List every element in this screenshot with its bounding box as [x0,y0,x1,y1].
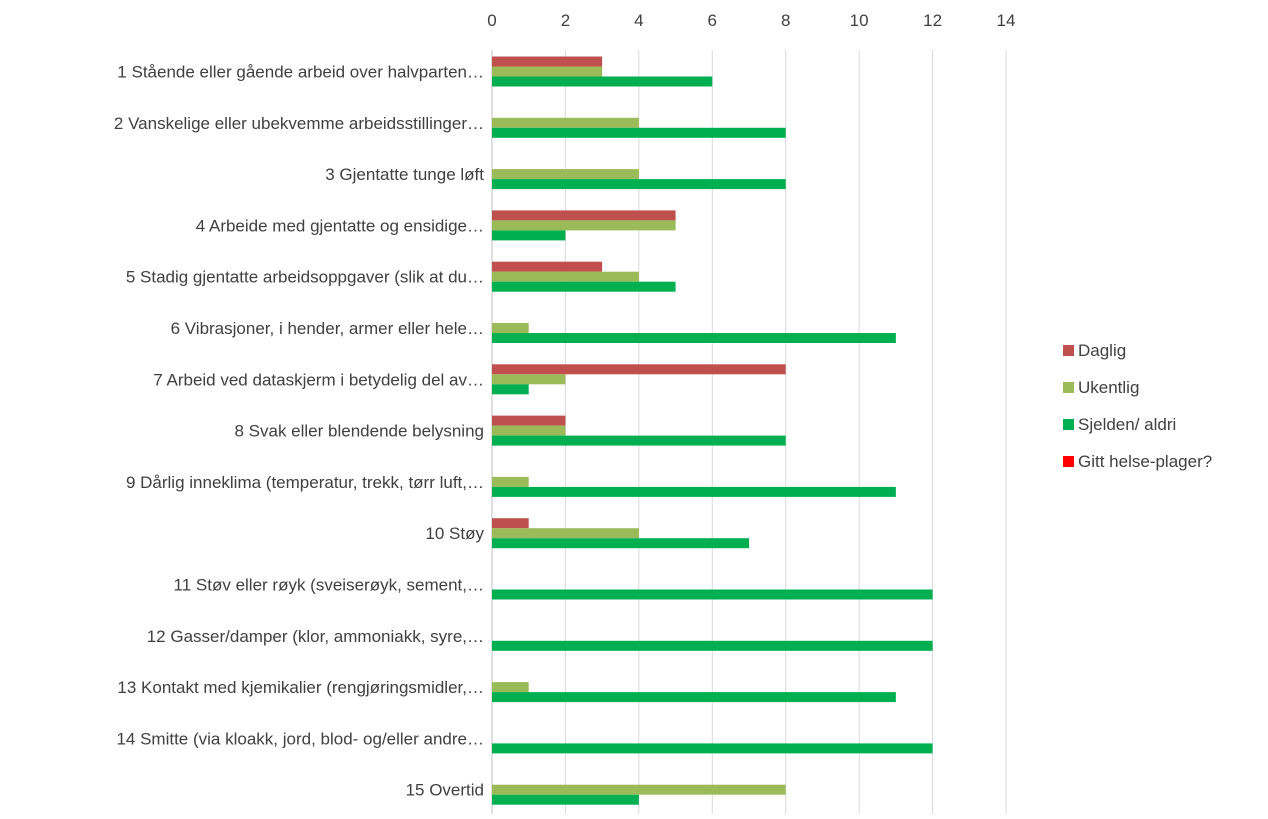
bar-1-sjelden-aldri [492,76,713,87]
category-label: 10 Støy [425,524,484,543]
bar-3-ukentlig [492,169,639,180]
bar-2-sjelden-aldri [492,127,786,138]
bar-6-ukentlig [492,323,529,333]
bar-10-sjelden-aldri [492,538,749,549]
legend-swatch-4 [1063,456,1074,467]
bar-4-sjelden-aldri [492,230,566,241]
bar-8-sjelden-aldri [492,435,786,446]
category-label: 15 Overtid [406,781,484,800]
bar-3-sjelden-aldri [492,179,786,190]
x-tick-label: 12 [923,11,942,30]
bar-13-sjelden-aldri [492,692,896,703]
x-tick-label: 0 [487,11,496,30]
bar-7-ukentlig [492,374,566,385]
bar-8-ukentlig [492,425,566,436]
x-tick-label: 14 [997,11,1016,30]
legend-entry-label: Daglig [1078,341,1126,360]
legend-swatch-1 [1063,345,1074,356]
bar-1-ukentlig [492,66,603,77]
category-label: 12 Gasser/damper (klor, ammoniakk, syre,… [147,627,484,646]
bar-2-ukentlig [492,117,639,128]
category-label: 14 Smitte (via kloakk, jord, blod- og/el… [116,729,484,748]
category-label: 5 Stadig gjentatte arbeidsoppgaver (slik… [126,268,484,287]
bar-4-daglig [492,210,676,221]
bar-10-daglig [492,518,529,529]
category-label: 8 Svak eller blendende belysning [234,422,484,441]
bar-9-ukentlig [492,476,529,487]
bar-5-ukentlig [492,271,639,282]
x-tick-label: 2 [561,11,570,30]
bar-8-daglig [492,415,566,426]
bar-13-ukentlig [492,682,529,693]
bar-15-ukentlig [492,784,786,795]
bar-11-sjelden-aldri [492,589,933,600]
category-label: 1 Stående eller gående arbeid over halvp… [117,63,484,82]
bar-6-sjelden-aldri [492,333,896,343]
bar-10-ukentlig [492,528,639,539]
category-label: 2 Vanskelige eller ubekvemme arbeidsstil… [114,114,484,133]
category-label: 7 Arbeid ved dataskjerm i betydelig del … [153,370,484,389]
legend-entry-label: Gitt helse-plager? [1078,452,1212,471]
legend-entry-label: Ukentlig [1078,378,1139,397]
category-label: 11 Støv eller røyk (sveiserøyk, sement,… [174,576,484,595]
category-label: 3 Gjentatte tunge løft [325,165,484,184]
bar-14-sjelden-aldri [492,743,933,754]
bar-15-sjelden-aldri [492,794,639,805]
category-label: 6 Vibrasjoner, i hender, armer eller hel… [171,319,484,338]
bar-1-daglig [492,56,603,67]
category-label: 4 Arbeide med gjentatte og ensidige… [196,216,484,235]
bar-5-daglig [492,261,603,272]
category-label: 13 Kontakt med kjemikalier (rengjøringsm… [117,678,484,697]
bar-7-daglig [492,364,786,375]
bar-7-sjelden-aldri [492,384,529,395]
bar-9-sjelden-aldri [492,486,896,497]
legend-swatch-3 [1063,419,1074,430]
x-tick-label: 10 [850,11,869,30]
legend-entry-label: Sjelden/ aldri [1078,415,1176,434]
x-tick-label: 4 [634,11,643,30]
bar-5-sjelden-aldri [492,281,676,292]
x-tick-label: 6 [708,11,717,30]
bar-4-ukentlig [492,220,676,231]
bar-12-sjelden-aldri [492,640,933,651]
x-tick-label: 8 [781,11,790,30]
category-label: 9 Dårlig inneklima (temperatur, trekk, t… [126,473,484,492]
legend-swatch-2 [1063,382,1074,393]
